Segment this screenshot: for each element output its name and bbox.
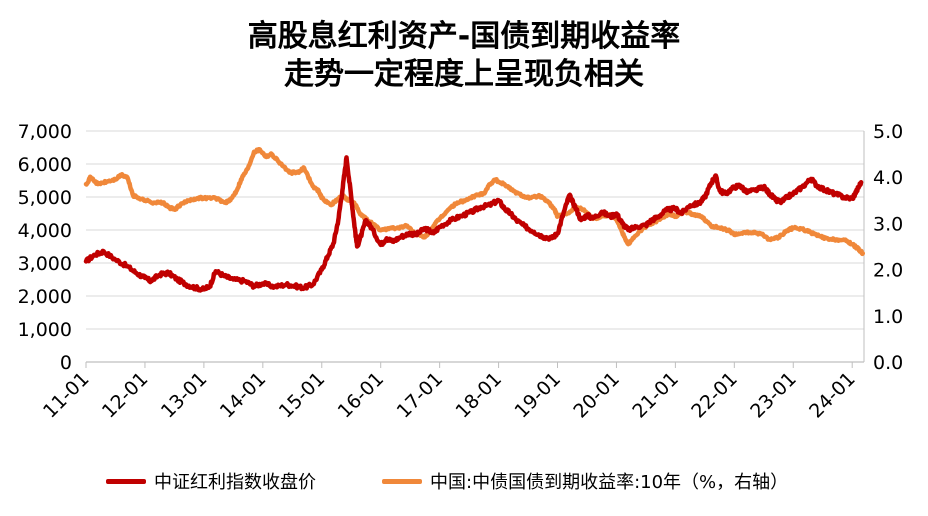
x-tick-label: 22-01 <box>687 368 742 423</box>
x-tick-label: 11-01 <box>39 368 94 423</box>
legend: 中证红利指数收盘价 中国:中债国债到期收益率:10年（%，右轴） <box>0 466 928 496</box>
x-tick-label: 21-01 <box>628 368 683 423</box>
x-tick-label: 12-01 <box>98 368 153 423</box>
y-right-tick-label: 5.0 <box>873 121 903 143</box>
y-left-tick-label: 2,000 <box>18 286 72 308</box>
series-line-dividend-index <box>83 155 864 293</box>
x-tick-label: 23-01 <box>746 368 801 423</box>
y-left-tick-label: 4,000 <box>18 220 72 242</box>
y-right-tick-label: 3.0 <box>873 213 903 235</box>
y-right-tick-label: 1.0 <box>873 306 903 328</box>
x-tick-label: 13-01 <box>157 368 212 423</box>
legend-item-bond: 中国:中债国债到期收益率:10年（%，右轴） <box>382 466 788 496</box>
x-tick-label: 17-01 <box>393 368 448 423</box>
y-right-tick-label: 2.0 <box>873 260 903 282</box>
y-right-tick-label: 4.0 <box>873 167 903 189</box>
legend-swatch-bond <box>382 478 422 484</box>
x-tick-label: 16-01 <box>334 368 389 423</box>
left-y-axis: 0 1,000 2,000 3,000 4,000 5,000 6,000 7,000 <box>18 121 72 374</box>
y-left-tick-label: 1,000 <box>18 319 72 341</box>
gridlines <box>86 130 864 363</box>
x-tick-label: 15-01 <box>275 368 330 423</box>
chart-title-line-2: 走势一定程度上呈现负相关 <box>284 57 644 92</box>
x-tick-label: 14-01 <box>216 368 271 423</box>
x-tick-label: 18-01 <box>452 368 507 423</box>
y-left-tick-label: 6,000 <box>18 154 72 176</box>
series-line-bond-yield <box>83 147 866 257</box>
y-left-tick-label: 7,000 <box>18 121 72 143</box>
legend-label-dividend: 中证红利指数收盘价 <box>154 472 316 493</box>
x-tick-label: 19-01 <box>510 368 565 423</box>
y-left-tick-label: 5,000 <box>18 187 72 209</box>
y-left-tick-label: 0 <box>60 352 72 374</box>
y-right-tick-label: 0.0 <box>873 352 903 374</box>
legend-swatch-dividend <box>106 478 146 484</box>
series-lines <box>83 147 866 293</box>
x-tick-label: 24-01 <box>805 368 860 423</box>
y-left-tick-label: 3,000 <box>18 253 72 275</box>
x-tick-label: 20-01 <box>569 368 624 423</box>
legend-item-dividend: 中证红利指数收盘价 <box>106 466 316 496</box>
chart-title-line-1: 高股息红利资产-国债到期收益率 <box>247 19 681 54</box>
right-y-axis: 0.0 1.0 2.0 3.0 4.0 5.0 <box>873 121 903 374</box>
legend-label-bond: 中国:中债国债到期收益率:10年（%，右轴） <box>430 472 789 493</box>
